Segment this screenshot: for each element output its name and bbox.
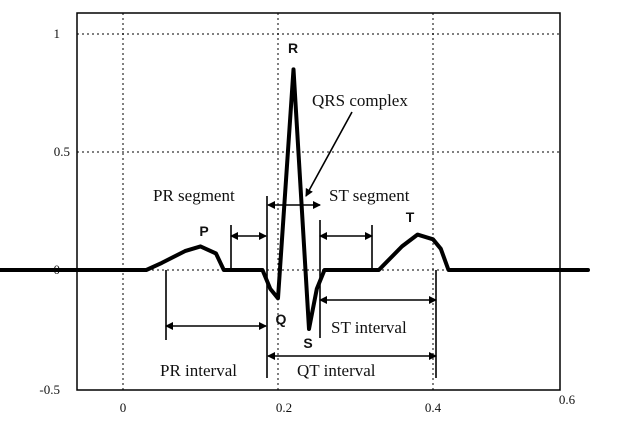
y-tick-label: -0.5 [39, 382, 60, 397]
y-tick-label: 0.5 [54, 144, 70, 159]
x-tick-label: 0.6 [559, 392, 576, 407]
st-segment-label: ST segment [329, 186, 410, 205]
plot-frame [76, 12, 561, 391]
grid [77, 13, 560, 390]
x-tick-label: 0.4 [425, 400, 442, 415]
y-tick-label: 1 [54, 26, 61, 41]
qrs-complex-arrow [305, 111, 353, 197]
qrs-complex-label: QRS complex [312, 91, 408, 110]
x-tick-label: 0.2 [276, 400, 292, 415]
pr-segment-label: PR segment [153, 186, 235, 205]
wave-label-t: T [406, 209, 415, 225]
wave-label-s: S [303, 335, 312, 351]
wave-label-p: P [199, 223, 208, 239]
ecg-series-line [0, 67, 590, 331]
pr-interval-label: PR interval [160, 361, 237, 380]
wave-label-q: Q [276, 311, 287, 327]
st-interval-label: ST interval [331, 318, 407, 337]
wave-label-r: R [288, 40, 298, 56]
x-tick-label: 0 [120, 400, 127, 415]
qt-interval-label: QT interval [297, 361, 376, 380]
